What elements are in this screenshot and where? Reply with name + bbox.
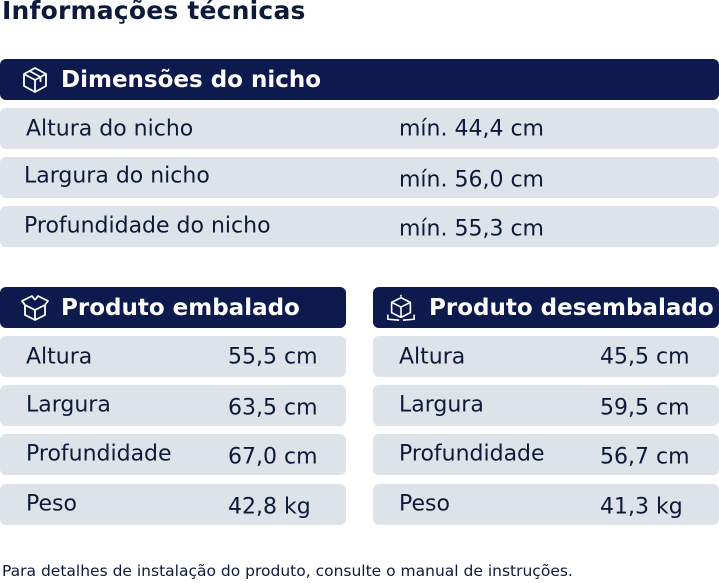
table-row: Profundidade 67,0 cm — [0, 434, 346, 475]
table-row: Largura do nicho mín. 56,0 cm — [0, 157, 719, 198]
table-row: Peso 42,8 kg — [0, 484, 346, 525]
row-value: 42,8 kg — [228, 494, 311, 519]
table-row: Altura 45,5 cm — [373, 336, 719, 377]
row-label: Profundidade — [26, 441, 172, 466]
row-label: Largura do nicho — [24, 163, 210, 188]
row-label: Altura — [399, 344, 466, 369]
row-label: Altura — [26, 344, 93, 369]
unpacked-header-label: Produto desembalado — [429, 294, 714, 321]
row-label: Largura — [26, 392, 111, 417]
table-row: Largura 59,5 cm — [373, 385, 719, 426]
row-value: mín. 44,4 cm — [399, 116, 544, 141]
box-icon — [20, 65, 50, 95]
row-value: mín. 55,3 cm — [399, 216, 544, 241]
row-label: Altura do nicho — [26, 116, 194, 141]
row-value: 45,5 cm — [600, 344, 690, 369]
row-value: 41,3 kg — [600, 494, 683, 519]
row-value: 55,5 cm — [228, 344, 318, 369]
row-label: Profundidade do nicho — [24, 213, 271, 238]
table-row: Profundidade do nicho mín. 55,3 cm — [0, 206, 719, 247]
row-label: Peso — [26, 491, 77, 516]
footnote: Para detalhes de instalação do produto, … — [2, 562, 573, 580]
niche-header: Dimensões do nicho — [0, 59, 719, 100]
row-value: mín. 56,0 cm — [399, 167, 544, 192]
packed-header-label: Produto embalado — [61, 294, 300, 321]
niche-header-label: Dimensões do nicho — [61, 66, 322, 93]
table-row: Largura 63,5 cm — [0, 385, 346, 426]
table-row: Peso 41,3 kg — [373, 484, 719, 525]
packed-header: Produto embalado — [0, 287, 346, 328]
page-title: Informações técnicas — [2, 0, 306, 25]
row-label: Profundidade — [399, 441, 545, 466]
table-row: Profundidade 56,7 cm — [373, 434, 719, 475]
open-box-icon — [20, 293, 50, 323]
row-value: 63,5 cm — [228, 395, 318, 420]
cube-dimensions-icon — [386, 293, 416, 323]
row-value: 59,5 cm — [600, 395, 690, 420]
row-value: 56,7 cm — [600, 444, 690, 469]
unpacked-header: Produto desembalado — [373, 287, 719, 328]
row-label: Largura — [399, 392, 484, 417]
table-row: Altura 55,5 cm — [0, 336, 346, 377]
row-value: 67,0 cm — [228, 444, 318, 469]
table-row: Altura do nicho mín. 44,4 cm — [0, 108, 719, 149]
row-label: Peso — [399, 491, 450, 516]
